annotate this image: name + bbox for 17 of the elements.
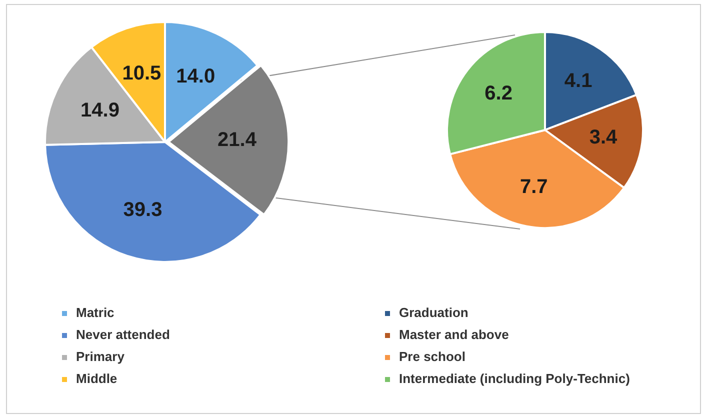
- data-label: 3.4: [589, 126, 618, 148]
- data-label: 7.7: [520, 176, 548, 198]
- legend-label: Never attended: [76, 326, 170, 344]
- data-label: 21.4: [218, 129, 258, 152]
- data-label: 6.2: [484, 82, 512, 104]
- legend-label: Middle: [76, 370, 118, 388]
- legend-label: Primary: [76, 348, 124, 366]
- legend-label: Pre school: [399, 348, 466, 366]
- data-label: 39.3: [123, 199, 162, 221]
- legend-label: Master and above: [399, 326, 509, 344]
- data-label: 10.5: [122, 62, 162, 84]
- data-label: 4.1: [564, 70, 592, 92]
- legend-label: Intermediate (including Poly-Technic): [399, 370, 630, 388]
- legend-label: Matric: [76, 304, 114, 322]
- data-label: 14.0: [176, 65, 216, 88]
- data-label: 14.9: [80, 100, 120, 122]
- legend-label: Graduation: [399, 304, 468, 322]
